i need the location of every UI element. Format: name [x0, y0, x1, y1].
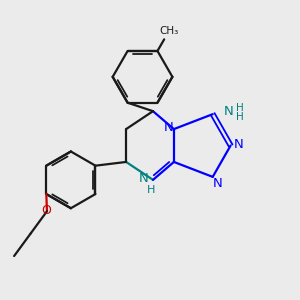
Text: N: N: [164, 121, 173, 134]
Text: H: H: [236, 112, 244, 122]
Text: N: N: [139, 172, 149, 185]
Text: N: N: [224, 105, 233, 118]
Text: CH₃: CH₃: [159, 26, 178, 36]
Text: H: H: [236, 103, 244, 112]
Text: N: N: [234, 137, 244, 151]
Text: O: O: [41, 204, 51, 217]
Text: H: H: [146, 185, 155, 195]
Text: N: N: [213, 177, 223, 190]
